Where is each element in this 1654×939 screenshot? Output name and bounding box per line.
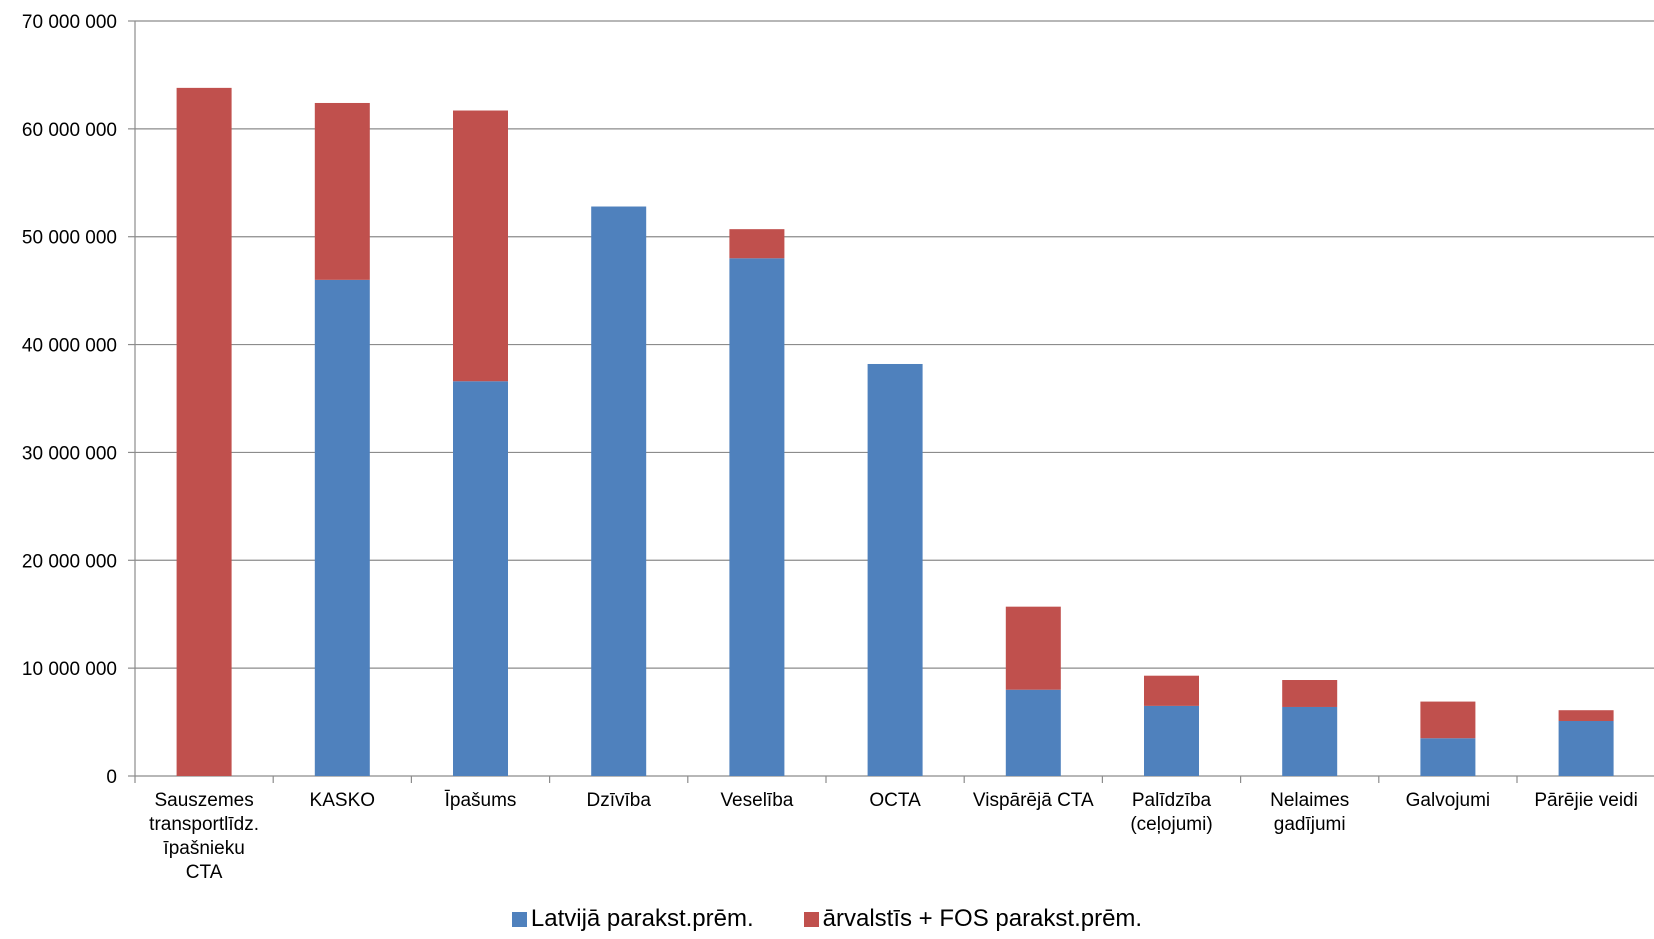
bar-segment-latvija xyxy=(453,381,508,776)
bar-segment-arvalstis xyxy=(1420,701,1476,739)
x-tick-label-line: Galvojumi xyxy=(1406,790,1490,811)
bar-segment-latvija xyxy=(1005,689,1061,776)
y-tick-label: 40 000 000 xyxy=(22,336,117,357)
x-tick-label-line: Pārējie veidi xyxy=(1534,790,1638,811)
y-tick-label: 50 000 000 xyxy=(22,228,117,249)
bars xyxy=(176,87,1614,776)
legend-label-latvija: Latvijā parakst.prēm. xyxy=(530,905,754,932)
bar-segment-latvija xyxy=(729,258,785,776)
x-tick-label-line: Dzīvība xyxy=(586,790,651,811)
x-tick-label: Galvojumi xyxy=(1406,790,1490,811)
stacked-bar-chart: 0 10 000 000 20 000 000 30 000 000 40 000 00… xyxy=(22,12,1654,883)
bar-segment-latvija xyxy=(867,363,923,776)
legend-swatch-latvija xyxy=(511,911,527,927)
x-tick-label-line: (ceļojumi) xyxy=(1130,814,1212,835)
x-tick-label-line: KASKO xyxy=(310,790,375,811)
legend-swatch-arvalstis xyxy=(803,911,819,927)
bar-segment-arvalstis xyxy=(1282,680,1338,707)
x-tick-label-line: Vispārējā CTA xyxy=(973,790,1094,811)
x-tick-label: OCTA xyxy=(869,790,921,811)
x-tick-label: Veselība xyxy=(720,790,793,811)
x-tick-label-line: īpašnieku xyxy=(163,838,244,859)
x-tick-label-line: gadījumi xyxy=(1274,814,1346,835)
x-tick-labels: Sauszemes transportlīdz. īpašnieku CTA KASKO… xyxy=(149,790,1638,883)
y-tick-label: 10 000 000 xyxy=(22,659,117,680)
y-tick-labels: 0 10 000 000 20 000 000 30 000 000 40 000 00… xyxy=(22,12,117,788)
x-tick-label-line: Palīdzība xyxy=(1132,790,1212,811)
x-tick-label: KASKO xyxy=(310,790,375,811)
x-tick-label: Palīdzība (ceļojumi) xyxy=(1130,790,1212,835)
y-tick-label: 70 000 000 xyxy=(22,12,117,33)
bar-segment-latvija xyxy=(1144,705,1199,776)
x-tick-label: Vispārējā CTA xyxy=(973,790,1094,811)
x-tick-label-line: Nelaimes xyxy=(1270,790,1349,811)
legend: Latvijā parakst.prēm. ārvalstīs + FOS pa… xyxy=(0,904,1654,934)
bar-segment-latvija xyxy=(314,279,370,776)
x-tick-label-line: Īpašums xyxy=(445,790,517,811)
x-tick-label-line: transportlīdz. xyxy=(149,814,259,835)
legend-label-arvalstis: ārvalstīs + FOS parakst.prēm. xyxy=(822,905,1143,932)
legend-item-latvija: Latvijā parakst.prēm. xyxy=(511,905,754,933)
bar-segment-arvalstis xyxy=(314,102,370,280)
y-tick-label: 30 000 000 xyxy=(22,443,117,464)
x-tick-label-line: Veselība xyxy=(720,790,793,811)
bar-segment-arvalstis xyxy=(729,229,785,259)
x-tick-label: Nelaimes gadījumi xyxy=(1270,790,1349,835)
x-tick-label: Dzīvība xyxy=(586,790,651,811)
bar-segment-arvalstis xyxy=(176,87,232,776)
legend-item-arvalstis: ārvalstīs + FOS parakst.prēm. xyxy=(803,905,1143,933)
x-tick-label-line: Sauszemes xyxy=(154,790,253,811)
bar-segment-arvalstis xyxy=(1144,675,1199,706)
x-tick-label-line: CTA xyxy=(186,862,223,883)
x-tick-label-line: OCTA xyxy=(869,790,921,811)
bar-segment-latvija xyxy=(591,206,647,776)
y-tick-label: 60 000 000 xyxy=(22,120,117,141)
y-tick-label: 20 000 000 xyxy=(22,551,117,572)
bar-segment-arvalstis xyxy=(453,110,508,382)
y-tick-label: 0 xyxy=(106,767,117,788)
x-tick-label: Īpašums xyxy=(445,790,517,811)
bar-segment-latvija xyxy=(1420,738,1476,776)
bar-segment-latvija xyxy=(1558,720,1614,776)
x-tick-label: Pārējie veidi xyxy=(1534,790,1638,811)
bar-segment-arvalstis xyxy=(1558,710,1614,721)
bar-segment-latvija xyxy=(1282,706,1338,776)
x-tick-label: Sauszemes transportlīdz. īpašnieku CTA xyxy=(149,790,259,883)
bar-segment-arvalstis xyxy=(1005,606,1061,690)
